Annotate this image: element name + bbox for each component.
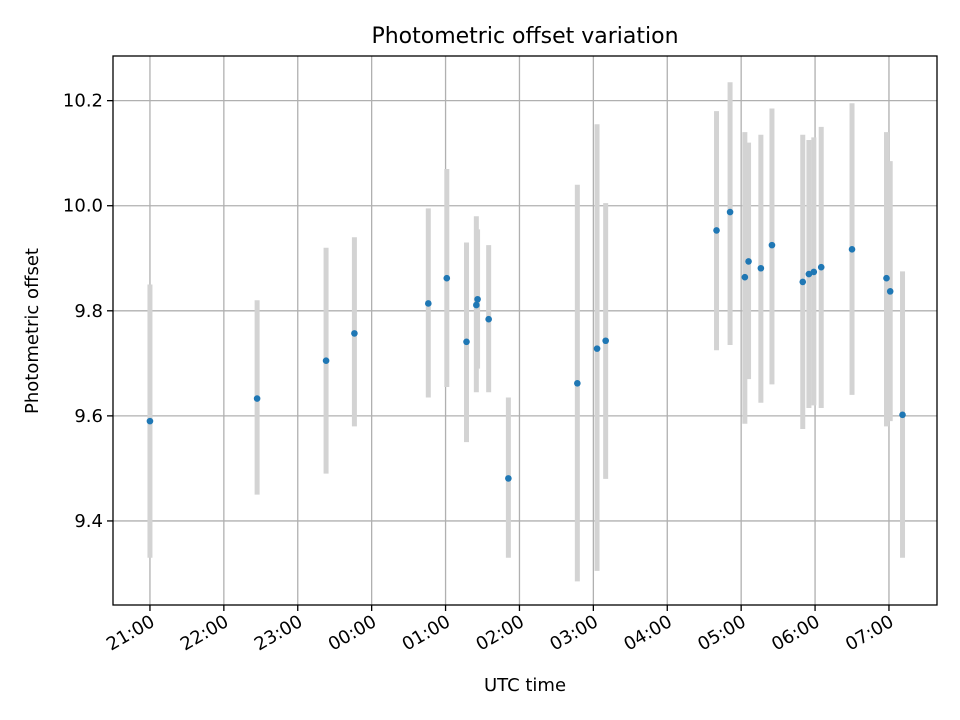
x-tick-label: 22:00: [177, 611, 232, 655]
x-tick-label: 05:00: [694, 611, 749, 655]
x-axis-label: UTC time: [484, 675, 566, 696]
data-point: [805, 270, 813, 278]
data-point: [899, 411, 906, 419]
data-points: [146, 208, 906, 482]
data-point: [741, 273, 749, 281]
data-point: [602, 337, 609, 345]
x-tick-label: 00:00: [325, 611, 380, 655]
data-point: [425, 300, 432, 307]
data-point: [886, 288, 894, 295]
data-point: [463, 338, 470, 346]
data-point: [253, 395, 261, 402]
data-point: [443, 274, 451, 282]
data-point: [745, 258, 752, 265]
x-tick-label: 03:00: [546, 611, 601, 655]
data-point: [351, 330, 358, 337]
y-tick-label: 9.8: [74, 301, 103, 322]
data-point: [799, 278, 807, 286]
y-tick-label: 9.4: [74, 511, 103, 532]
x-tick-label: 07:00: [842, 611, 897, 655]
data-point: [505, 475, 512, 482]
x-tick-label: 02:00: [473, 611, 528, 655]
x-tick-label: 04:00: [620, 611, 675, 655]
data-point: [817, 263, 825, 271]
data-point: [713, 227, 720, 234]
y-axis-ticks: 9.4 9.6 9.8 10.0 10.2: [63, 91, 113, 532]
x-tick-label: 21:00: [103, 611, 158, 655]
data-point: [883, 274, 890, 282]
data-point: [593, 345, 601, 352]
chart-title: Photometric offset variation: [371, 24, 678, 49]
data-point: [768, 241, 776, 249]
y-tick-label: 9.6: [74, 406, 103, 427]
data-point: [146, 417, 154, 425]
x-axis-ticks: 21:00 22:00 23:00 00:00 01:00 02:00 03:00 04:00…: [103, 605, 897, 655]
data-point: [473, 301, 480, 309]
y-tick-label: 10.2: [63, 91, 103, 112]
data-point: [810, 268, 818, 276]
data-point: [726, 208, 734, 216]
data-point: [574, 379, 581, 387]
plot-frame: [112, 55, 938, 606]
data-point: [485, 315, 492, 323]
y-axis-label: Photometric offset: [22, 248, 43, 414]
x-tick-label: 06:00: [768, 611, 823, 655]
data-point: [322, 357, 330, 365]
x-tick-label: 23:00: [251, 611, 306, 655]
data-point: [848, 246, 856, 253]
y-tick-label: 10.0: [63, 196, 103, 217]
data-point: [474, 295, 481, 303]
error-bars: [147, 82, 906, 582]
data-point: [757, 264, 765, 272]
x-tick-label: 01:00: [399, 611, 454, 655]
